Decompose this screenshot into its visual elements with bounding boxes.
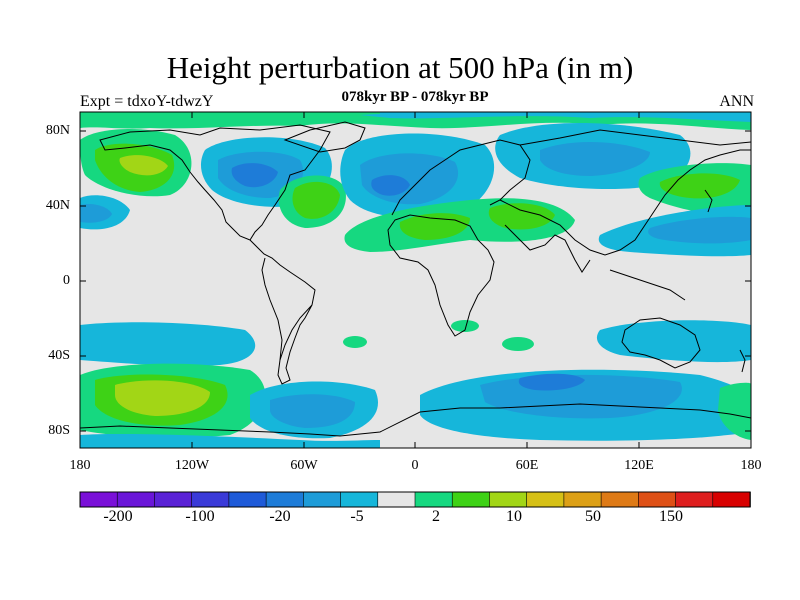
colorbar-swatch <box>340 491 379 508</box>
coastline-maritime <box>609 269 686 301</box>
anomaly-region <box>648 216 751 244</box>
lat-label: 40N <box>45 198 70 213</box>
anomaly-region <box>718 382 751 440</box>
lon-label: 60W <box>290 458 318 473</box>
lon-label: 0 <box>411 458 419 473</box>
colorbar-swatch <box>154 491 193 508</box>
colorbar-swatch <box>526 491 565 508</box>
coastline-north-america <box>99 124 331 241</box>
anomaly-region <box>540 141 650 176</box>
colorbar <box>79 491 751 508</box>
colorbar-label: -20 <box>269 508 291 525</box>
lon-label: 120E <box>624 458 654 473</box>
lon-label: 180 <box>740 458 762 473</box>
colorbar-label: -200 <box>103 508 133 525</box>
colorbar-swatch <box>265 491 305 508</box>
lat-label: 80S <box>48 423 70 438</box>
anomaly-region <box>371 175 410 196</box>
season-label: ANN <box>719 93 754 110</box>
anomaly-region <box>343 336 367 348</box>
anomaly-region <box>120 112 380 118</box>
anomaly-region <box>80 204 112 223</box>
anomaly-region <box>119 155 168 176</box>
coastlines <box>80 121 751 437</box>
anomaly-region <box>270 394 355 428</box>
plot-subtitle: 078kyr BP - 078kyr BP <box>341 89 489 105</box>
colorbar-label: 2 <box>432 508 440 525</box>
coastline-south-america <box>249 239 316 385</box>
coastline-europe <box>391 139 531 216</box>
anomaly-region <box>488 203 555 230</box>
anomaly-region <box>115 380 210 416</box>
colorbar-frame <box>79 491 751 508</box>
lon-label: 180 <box>69 458 91 473</box>
anomaly-region <box>596 320 751 363</box>
anomaly-region <box>231 163 278 188</box>
coastline-arabia-india <box>504 224 591 273</box>
colorbar-label: -100 <box>185 508 215 525</box>
colorbar-label: 50 <box>585 508 601 525</box>
coastline-greenland <box>283 121 366 153</box>
anomaly-region <box>451 320 479 332</box>
colorbar-swatch <box>451 491 491 508</box>
lon-label: 60E <box>515 458 539 473</box>
coastline-antarctica <box>80 403 751 437</box>
coastline-south-america-west <box>261 257 283 361</box>
lat-label: 40S <box>48 348 70 363</box>
colorbar-swatch <box>303 491 342 508</box>
experiment-label: Expt = tdxoY-tdwzY <box>80 93 214 110</box>
colorbar-swatch <box>675 491 714 508</box>
plot-title: Height perturbation at 500 hPa (in m) <box>166 50 634 85</box>
lat-label: 0 <box>63 273 70 288</box>
colorbar-swatch <box>377 491 416 508</box>
colorbar-swatch <box>79 491 119 508</box>
colorbar-swatch <box>228 491 267 508</box>
anomaly-region <box>502 337 534 351</box>
axis-ticks <box>80 112 751 448</box>
coastline-asia <box>499 149 751 256</box>
coastline-africa <box>387 214 495 337</box>
colorbar-label: -5 <box>350 508 364 525</box>
coastline-siberia <box>519 129 751 146</box>
colorbar-swatch <box>116 491 156 508</box>
colorbar-swatch <box>638 491 677 508</box>
anomaly-region <box>292 181 340 219</box>
colorbar-swatch <box>191 491 230 508</box>
colorbar-label: 10 <box>506 508 522 525</box>
colorbar-swatch <box>414 491 454 508</box>
colorbar-swatch <box>712 491 751 508</box>
colorbar-swatch <box>600 491 640 508</box>
anomaly-region <box>80 322 256 366</box>
coastline-japan <box>704 189 713 213</box>
anomaly-region <box>80 433 380 448</box>
coastline-new-zealand <box>739 349 746 373</box>
colorbar-label: 150 <box>659 508 683 525</box>
anomaly-region <box>659 173 740 199</box>
colorbar-swatch <box>489 491 528 508</box>
coastline-australia <box>621 317 701 369</box>
anomaly-region <box>518 373 585 391</box>
lon-label: 120W <box>174 458 210 473</box>
lat-label: 80N <box>45 123 70 138</box>
colorbar-swatch <box>563 491 602 508</box>
